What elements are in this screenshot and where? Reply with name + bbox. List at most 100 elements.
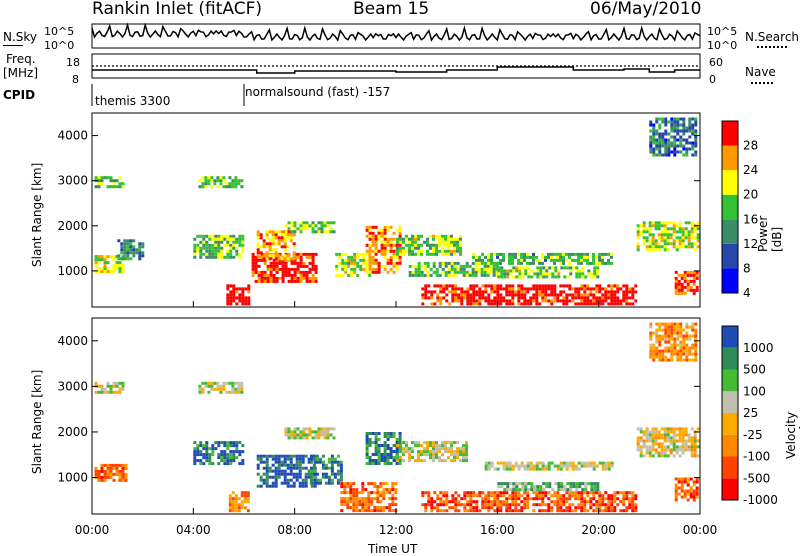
power-cell [636, 230, 640, 234]
velocity-cell [283, 475, 287, 479]
velocity-cell [106, 475, 110, 479]
velocity-cell [389, 462, 393, 465]
velocity-cell [622, 494, 626, 498]
velocity-cell [427, 491, 431, 495]
velocity-cell [580, 506, 584, 510]
power-cell [524, 266, 528, 270]
power-cell [481, 290, 485, 294]
power-cell [444, 270, 448, 274]
power-cell [377, 264, 381, 268]
velocity-colorbar-tick: -25 [743, 428, 763, 442]
power-cell [118, 176, 122, 180]
power-cell [229, 302, 233, 306]
velocity-cell [436, 497, 440, 501]
power-cell [604, 293, 608, 297]
velocity-cell [445, 503, 449, 507]
power-cell [430, 290, 434, 294]
power-cell [459, 234, 462, 238]
power-cell [571, 287, 575, 291]
velocity-cell [243, 491, 247, 495]
power-cell [251, 270, 255, 274]
power-cell [685, 126, 689, 130]
velocity-cell [228, 506, 232, 510]
velocity-cell [435, 444, 438, 448]
power-cell [447, 243, 450, 247]
velocity-cell [301, 484, 305, 488]
power-cell [314, 264, 318, 268]
velocity-cell [274, 475, 278, 479]
velocity-cell [399, 447, 402, 451]
velocity-cell [438, 456, 441, 460]
velocity-cell [226, 456, 230, 460]
power-cell [580, 284, 584, 288]
power-cell [658, 135, 662, 139]
power-cell [383, 249, 387, 253]
power-cell [238, 237, 242, 241]
power-cell [511, 284, 515, 288]
velocity-cell [657, 430, 661, 434]
power-cell [483, 273, 487, 277]
velocity-cell [396, 444, 399, 448]
power-cell [299, 270, 303, 274]
velocity-cell [382, 482, 386, 486]
velocity-cell [622, 491, 626, 495]
power-cell [613, 296, 617, 300]
power-cell [460, 296, 464, 300]
velocity-cell [560, 482, 564, 486]
power-cell [226, 249, 230, 253]
power-cell [532, 293, 536, 297]
power-cell [557, 269, 561, 273]
power-cell [217, 249, 221, 253]
velocity-cell [571, 467, 575, 471]
power-cell [414, 243, 417, 247]
power-cell [550, 287, 554, 291]
velocity-cell [231, 381, 235, 385]
velocity-cell [673, 352, 677, 356]
power-cell [500, 275, 504, 279]
power-cell [625, 296, 629, 300]
power-cell [472, 293, 476, 297]
power-cell [374, 249, 378, 253]
velocity-cell [693, 445, 697, 449]
power-cell [115, 185, 119, 189]
power-cell [435, 273, 439, 277]
velocity-cell [386, 456, 390, 459]
power-cell [226, 240, 230, 244]
velocity-cell [420, 444, 423, 448]
power-cell [115, 179, 119, 183]
velocity-cell [456, 450, 459, 454]
velocity-cell [432, 459, 435, 463]
power-cell [664, 132, 668, 136]
power-cell [670, 135, 674, 139]
velocity-cell [456, 441, 459, 445]
power-cell [447, 261, 451, 265]
power-cell [257, 273, 261, 277]
power-cell [696, 227, 700, 231]
power-cell [523, 299, 527, 303]
power-cell [429, 273, 433, 277]
velocity-cell [560, 485, 564, 489]
power-cell [271, 239, 275, 243]
power-cell [480, 273, 484, 277]
velocity-cell [355, 491, 359, 495]
power-cell [666, 233, 670, 237]
velocity-cell [118, 463, 122, 467]
power-cell [652, 153, 656, 157]
power-cell [692, 282, 696, 286]
velocity-cell [408, 456, 411, 460]
velocity-cell [430, 500, 434, 504]
velocity-cell [315, 481, 319, 485]
velocity-cell [246, 509, 250, 513]
velocity-cell [396, 459, 399, 463]
power-cell [667, 132, 671, 136]
velocity-cell [361, 485, 365, 489]
velocity-cell [365, 456, 369, 459]
velocity-cell [349, 485, 353, 489]
velocity-cell [642, 439, 646, 443]
velocity-cell [234, 500, 238, 504]
power-cell [472, 299, 476, 303]
power-cell [468, 273, 472, 277]
power-cell [466, 299, 470, 303]
power-cell [457, 287, 461, 291]
nsky-legend-line [3, 45, 23, 46]
